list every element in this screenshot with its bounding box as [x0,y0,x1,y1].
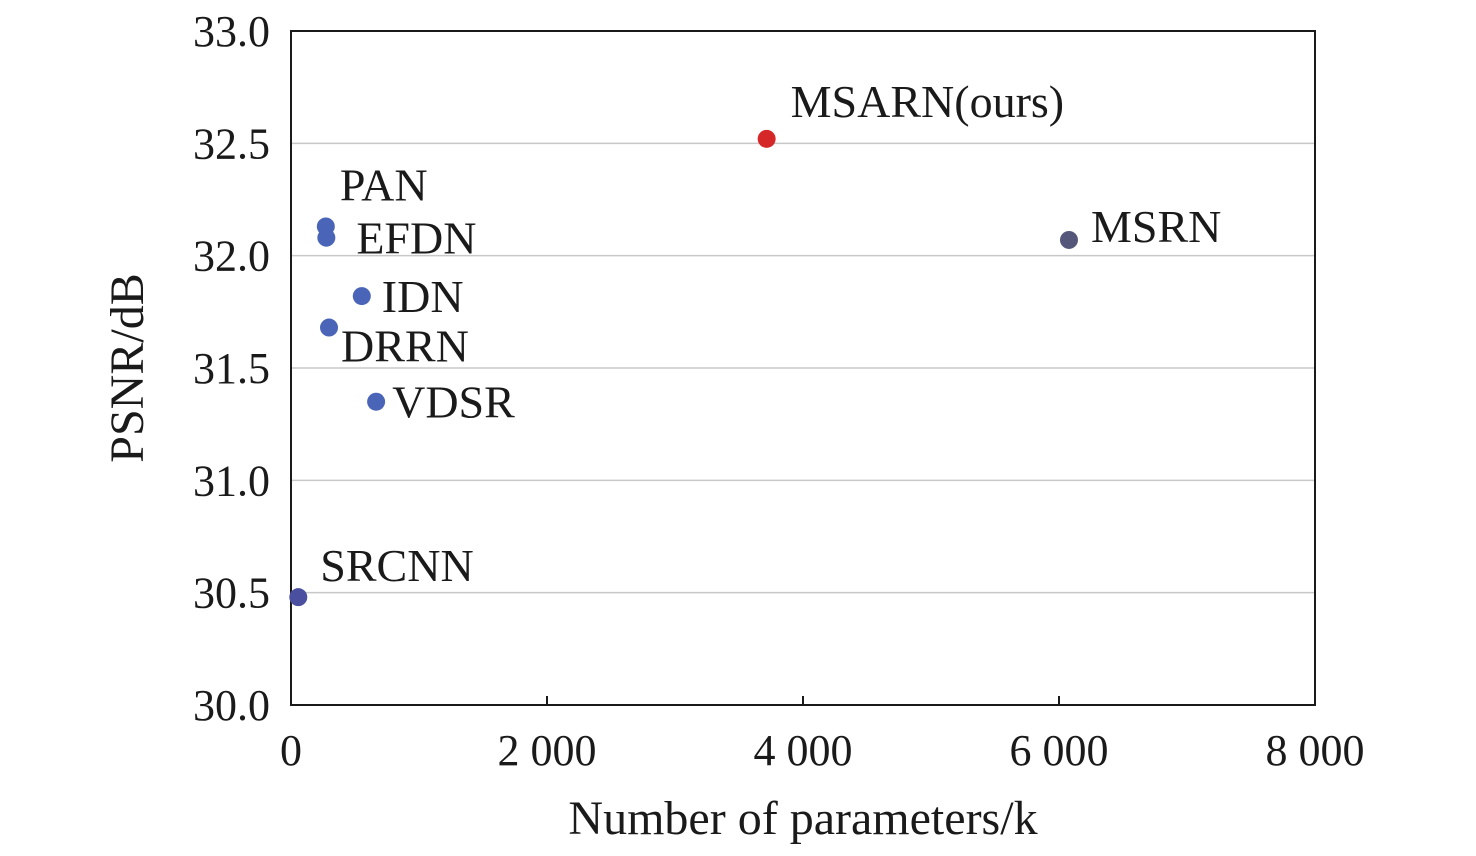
data-point-msrn [1059,230,1078,249]
data-point-msarn-ours [757,129,776,148]
point-label: EFDN [356,213,476,264]
y-axis-label: PSNR/dB [101,273,154,462]
y-tick-label: 30.5 [193,569,270,618]
x-tick-label: 2 000 [498,726,597,775]
point-label: PAN [340,159,428,210]
y-tick-label: 30.0 [193,681,270,730]
data-point-idn [352,287,371,306]
y-tick-label: 33.0 [193,7,270,56]
point-label: MSRN [1091,201,1221,252]
point-label: IDN [382,271,464,322]
x-tick-label: 0 [280,726,302,775]
y-tick-label: 32.0 [193,232,270,281]
data-point-srcnn [289,588,308,607]
data-point-pan [316,217,335,236]
point-label: MSARN(ours) [791,76,1064,127]
x-axis-label: Number of parameters/k [568,792,1037,845]
y-tick-label: 31.0 [193,456,270,505]
data-point-drrn [320,318,339,337]
x-tick-label: 8 000 [1266,726,1365,775]
grid-layer [291,142,1315,594]
point-label: DRRN [341,321,469,372]
data-point-vdsr [367,392,386,411]
x-tick-label: 4 000 [754,726,853,775]
y-tick-label: 32.5 [193,119,270,168]
point-label: VDSR [392,377,515,428]
y-tick-label: 31.5 [193,344,270,393]
tick-layer: 30.0 30.5 31.0 31.5 32.0 32.5 33.0 0 2 000 4 000 6… [193,7,1365,775]
x-tick-label: 6 000 [1010,726,1109,775]
point-label: SRCNN [320,540,473,591]
